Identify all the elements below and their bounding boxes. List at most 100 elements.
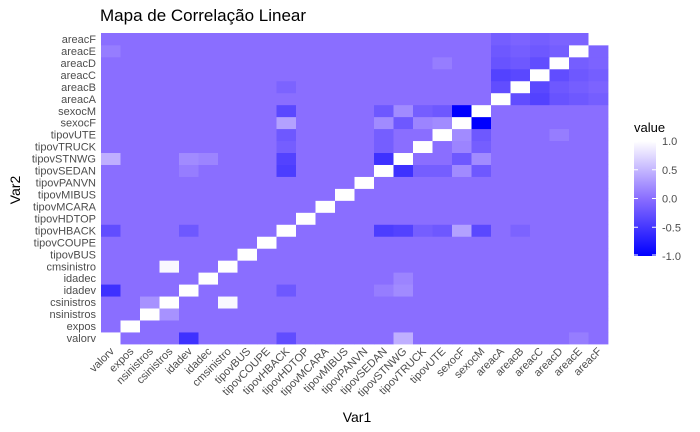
heatmap-cell-idadev-tipovHDTOP	[179, 212, 199, 225]
heatmap-cell-tipovTRUCK-tipovHBACK	[413, 224, 433, 237]
heatmap-cell-cmsinistro-tipovUTE	[218, 128, 238, 142]
heatmap-cell-areacE-areacA	[569, 92, 589, 106]
heatmap-cell-areacD-expos	[549, 320, 570, 333]
heatmap-cell-cmsinistro-areacC	[218, 68, 238, 82]
heatmap-cell-tipovPANVN-sexocF	[354, 116, 375, 130]
heatmap-cell-tipovHBACK-sexocF	[276, 116, 297, 130]
heatmap-cell-sexocF-areacC	[452, 68, 472, 82]
heatmap-cell-valorv-areacB	[101, 80, 121, 94]
heatmap-cell-tipovSEDAN-areacC	[374, 68, 394, 82]
heatmap-cell-areacA-expos	[491, 320, 511, 333]
heatmap-cell-expos-tipovHBACK	[120, 224, 141, 237]
heatmap-cell-idadev-areacA	[179, 92, 199, 106]
heatmap-cell-tipovHBACK-tipovTRUCK	[276, 140, 297, 154]
heatmap-cell-areacA-idadev	[491, 284, 511, 297]
heatmap-cell-tipovBUS-areacE	[237, 44, 258, 58]
heatmap-cell-tipovMIBUS-tipovMIBUS	[335, 188, 355, 201]
heatmap-cell-areacA-areacA	[491, 92, 511, 106]
heatmap-cell-tipovMIBUS-tipovHBACK	[335, 224, 355, 237]
heatmap-cell-sexocF-tipovBUS	[452, 248, 472, 261]
heatmap-cell-areacB-areacF	[510, 33, 531, 46]
heatmap-cell-tipovHDTOP-areacE	[296, 44, 316, 58]
heatmap-cell-idadec-cmsinistro	[198, 260, 219, 273]
heatmap-cell-tipovUTE-tipovHDTOP	[432, 212, 453, 225]
heatmap-cell-nsinistros-csinistros	[140, 296, 160, 309]
heatmap-cell-tipovCOUPE-tipovCOUPE	[257, 236, 277, 249]
heatmap-cell-tipovHBACK-tipovSEDAN	[276, 164, 297, 177]
heatmap-cell-tipovCOUPE-idadev	[257, 284, 277, 297]
heatmap-cell-areacC-sexocF	[530, 116, 550, 130]
heatmap-cell-areacB-tipovMIBUS	[510, 188, 531, 201]
y-tick-label-sexocF: sexocF	[61, 118, 97, 130]
heatmap-cell-tipovMCARA-tipovSEDAN	[315, 164, 336, 177]
heatmap-cell-tipovBUS-sexocF	[237, 116, 258, 130]
heatmap-cell-idadev-areacC	[179, 68, 199, 82]
heatmap-cell-areacC-areacF	[530, 33, 550, 46]
heatmap-cell-tipovHBACK-csinistros	[276, 296, 297, 309]
heatmap-cell-areacD-tipovHBACK	[549, 224, 570, 237]
y-tick-label-tipovHBACK: tipovHBACK	[35, 225, 97, 237]
heatmap-cell-tipovSEDAN-tipovTRUCK	[374, 140, 394, 154]
heatmap-cell-tipovHDTOP-idadev	[296, 284, 316, 297]
heatmap-cell-areacA-areacB	[491, 80, 511, 94]
y-tick-label-tipovBUS: tipovBUS	[50, 249, 96, 261]
heatmap-cell-tipovSEDAN-areacE	[374, 44, 394, 58]
heatmap-cell-areacA-tipovSTNWG	[491, 152, 511, 165]
heatmap-cell-idadev-csinistros	[179, 296, 199, 309]
heatmap-cell-csinistros-tipovMCARA	[159, 200, 180, 213]
heatmap-cell-csinistros-cmsinistro	[159, 260, 180, 273]
heatmap-cell-tipovSEDAN-areacF	[374, 33, 394, 46]
heatmap-cell-sexocF-csinistros	[452, 296, 472, 309]
heatmap-cell-tipovMIBUS-areacB	[335, 80, 355, 94]
heatmap-cell-nsinistros-sexocF	[140, 116, 160, 130]
heatmap-cell-nsinistros-idadec	[140, 272, 160, 285]
heatmap-cell-tipovBUS-tipovMCARA	[237, 200, 258, 213]
heatmap-cell-sexocM-sexocF	[471, 116, 492, 130]
heatmap-cell-tipovCOUPE-tipovTRUCK	[257, 140, 277, 154]
heatmap-cell-areacA-areacF	[491, 33, 511, 46]
heatmap-cell-areacE-tipovPANVN	[569, 176, 589, 189]
heatmap-cell-csinistros-areacB	[159, 80, 180, 94]
heatmap-cell-nsinistros-tipovSTNWG	[140, 152, 160, 165]
heatmap-cell-nsinistros-tipovPANVN	[140, 176, 160, 189]
heatmap-cell-nsinistros-tipovSEDAN	[140, 164, 160, 177]
heatmap-cell-tipovPANVN-tipovHDTOP	[354, 212, 375, 225]
heatmap-cell-areacD-cmsinistro	[549, 260, 570, 273]
heatmap-cell-tipovTRUCK-tipovBUS	[413, 248, 433, 261]
heatmap-cell-areacA-tipovCOUPE	[491, 236, 511, 249]
heatmap-cell-tipovBUS-tipovTRUCK	[237, 140, 258, 154]
heatmap-cell-nsinistros-tipovMCARA	[140, 200, 160, 213]
heatmap-cell-idadev-tipovCOUPE	[179, 236, 199, 249]
heatmap-cell-tipovSTNWG-areacB	[393, 80, 414, 94]
heatmap-cell-tipovSEDAN-cmsinistro	[374, 260, 394, 273]
heatmap-cell-tipovHDTOP-valorv	[296, 332, 316, 345]
heatmap-cell-tipovMIBUS-valorv	[335, 332, 355, 345]
heatmap-cell-tipovUTE-tipovUTE	[432, 128, 453, 142]
heatmap-cell-sexocF-tipovSEDAN	[452, 164, 472, 177]
heatmap-cell-areacE-csinistros	[569, 296, 589, 309]
heatmap-cell-valorv-csinistros	[101, 296, 121, 309]
heatmap-cell-idadec-nsinistros	[198, 308, 219, 321]
heatmap-cell-idadec-areacA	[198, 92, 219, 106]
heatmap-cell-areacC-expos	[530, 320, 550, 333]
heatmap-cell-areacD-tipovSTNWG	[549, 152, 570, 165]
heatmap-cell-idadec-areacF	[198, 33, 219, 46]
heatmap-cell-tipovBUS-tipovBUS	[237, 248, 258, 261]
heatmap-cell-tipovPANVN-tipovPANVN	[354, 176, 375, 189]
heatmap-cell-tipovSTNWG-tipovMIBUS	[393, 188, 414, 201]
heatmap-cell-tipovHBACK-idadec	[276, 272, 297, 285]
heatmap-cell-tipovSTNWG-areacF	[393, 33, 414, 46]
heatmap-cell-tipovUTE-areacA	[432, 92, 453, 106]
heatmap-cell-areacB-tipovUTE	[510, 128, 531, 142]
heatmap-cell-tipovSTNWG-areacD	[393, 56, 414, 70]
heatmap-cell-nsinistros-sexocM	[140, 104, 160, 118]
heatmap-cell-tipovPANVN-tipovHBACK	[354, 224, 375, 237]
heatmap-cell-tipovHBACK-valorv	[276, 332, 297, 345]
heatmap-cell-sexocF-tipovCOUPE	[452, 236, 472, 249]
heatmap-cell-areacA-tipovUTE	[491, 128, 511, 142]
heatmap-cell-tipovUTE-cmsinistro	[432, 260, 453, 273]
heatmap-cell-idadev-tipovTRUCK	[179, 140, 199, 154]
heatmap-cell-tipovMCARA-sexocF	[315, 116, 336, 130]
heatmap-cell-tipovSEDAN-tipovUTE	[374, 128, 394, 142]
y-tick-label-nsinistros: nsinistros	[50, 309, 97, 321]
